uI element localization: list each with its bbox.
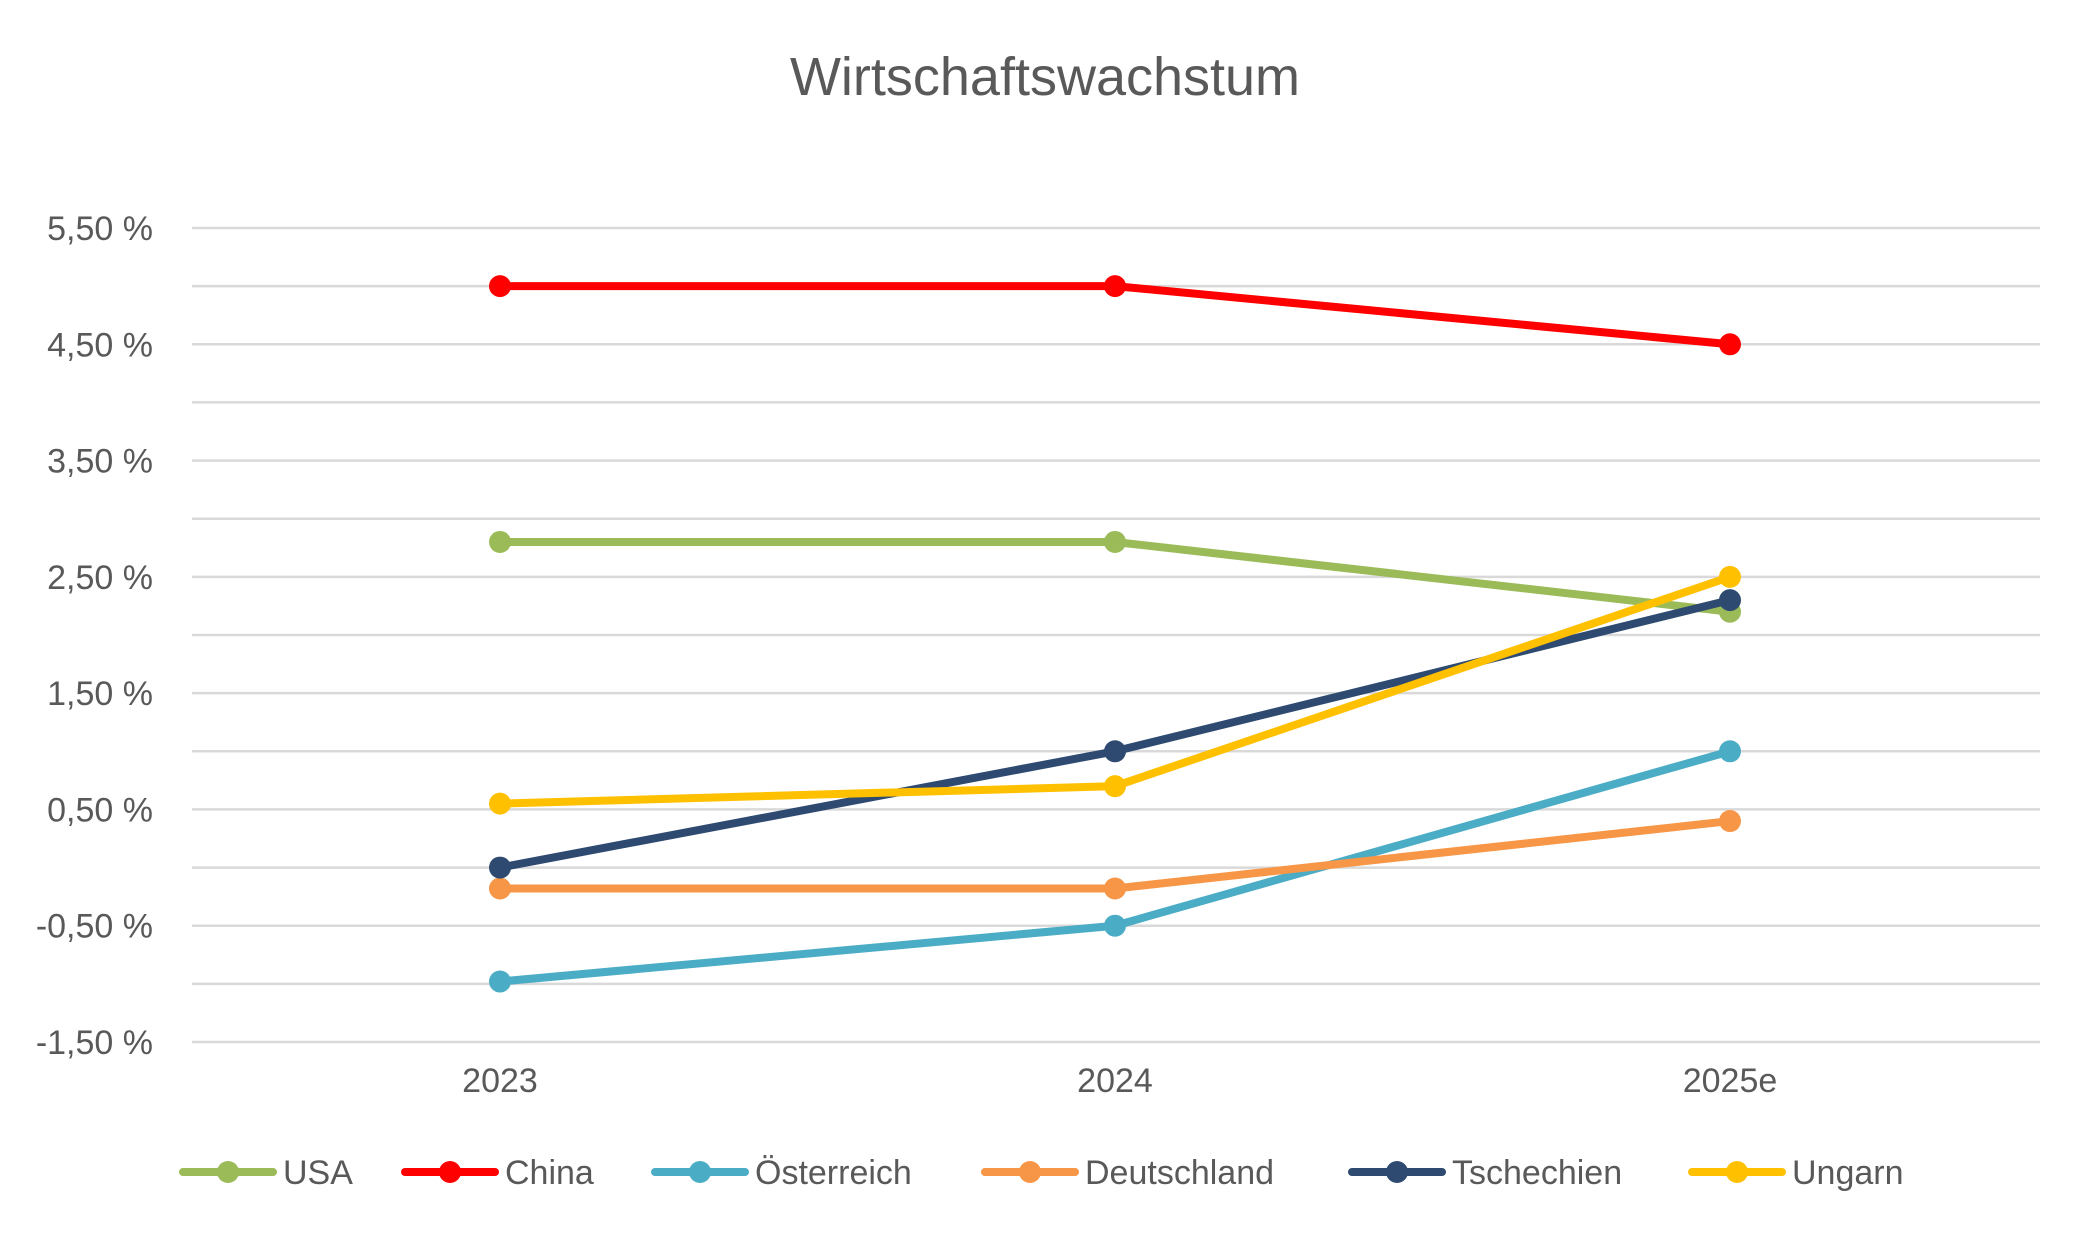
legend-item: China <box>401 1154 594 1192</box>
x-tick-label: 2025e <box>1683 1062 1778 1100</box>
data-point <box>1719 333 1741 356</box>
legend-swatch-marker <box>1019 1161 1041 1183</box>
series-china <box>489 275 1741 356</box>
y-tick-label: 5,50 % <box>47 210 153 248</box>
y-tick-label: -1,50 % <box>36 1024 153 1062</box>
data-point <box>1104 740 1126 763</box>
data-point <box>489 970 511 993</box>
series-österreich <box>489 740 1741 993</box>
data-point <box>489 792 511 815</box>
series-deutschland <box>489 810 1741 900</box>
legend-label: China <box>505 1154 594 1192</box>
legend-item: Österreich <box>651 1154 912 1192</box>
y-tick-label: 4,50 % <box>47 326 153 364</box>
x-axis-ticks: 2023 2024 2025e <box>462 1062 1777 1100</box>
legend-label: USA <box>283 1154 353 1192</box>
data-point <box>489 877 511 900</box>
legend-item: Ungarn <box>1688 1154 1904 1192</box>
data-point <box>1719 740 1741 763</box>
data-point <box>489 530 511 553</box>
y-tick-label: 0,50 % <box>47 791 153 829</box>
series-line <box>496 572 1734 808</box>
legend-swatch-marker <box>1386 1161 1408 1183</box>
legend-swatch-marker <box>439 1161 461 1183</box>
y-axis-ticks: 5,50 % 4,50 % 3,50 % 2,50 % 1,50 % 0,50 % -0,5… <box>36 210 153 1062</box>
y-tick-label: -0,50 % <box>36 908 153 946</box>
legend-label: Tschechien <box>1452 1154 1622 1192</box>
y-tick-label: 2,50 % <box>47 559 153 597</box>
x-tick-label: 2023 <box>462 1062 538 1100</box>
legend-item: Deutschland <box>981 1154 1274 1192</box>
y-tick-label: 3,50 % <box>47 443 153 481</box>
legend: USA China Österreich Deutschland Tschechien U… <box>179 1154 1904 1192</box>
legend-label: Ungarn <box>1792 1154 1904 1192</box>
series-tschechien <box>489 589 1741 879</box>
data-point <box>1719 810 1741 833</box>
series-group <box>489 275 1741 993</box>
legend-label: Österreich <box>755 1154 912 1192</box>
data-point <box>1104 877 1126 900</box>
data-point <box>1104 775 1126 798</box>
x-tick-label: 2024 <box>1077 1062 1153 1100</box>
data-point <box>1719 565 1741 588</box>
chart-title: Wirtschaftswachstum <box>790 47 1300 107</box>
y-tick-label: 1,50 % <box>47 675 153 713</box>
legend-label: Deutschland <box>1085 1154 1274 1192</box>
data-point <box>489 856 511 879</box>
data-point <box>489 275 511 298</box>
data-point <box>1104 530 1126 553</box>
data-point <box>1104 914 1126 937</box>
data-point <box>1104 275 1126 298</box>
data-point <box>1719 589 1741 612</box>
legend-item: Tschechien <box>1348 1154 1622 1192</box>
legend-swatch-marker <box>1726 1161 1748 1183</box>
legend-swatch-marker <box>217 1161 239 1183</box>
series-ungarn <box>489 565 1741 815</box>
legend-item: USA <box>179 1154 353 1192</box>
legend-swatch-marker <box>689 1161 711 1183</box>
